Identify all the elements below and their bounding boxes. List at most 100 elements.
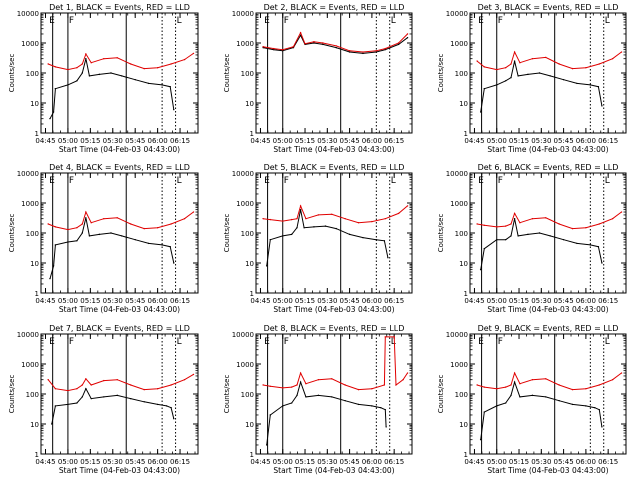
lld-data-point	[85, 53, 87, 55]
events-data-point	[282, 50, 284, 52]
lld-data-point	[90, 384, 92, 386]
lld-data-point	[545, 378, 547, 380]
x-tick-label: 05:15	[295, 458, 315, 466]
lld-data-point	[513, 372, 516, 374]
y-tick-label: 1000	[21, 361, 39, 369]
events-data-point	[496, 405, 498, 407]
mode-marker-label: E	[49, 16, 55, 26]
lld-data-point	[317, 214, 320, 216]
events-data-point	[513, 381, 516, 383]
events-data-point	[130, 397, 132, 400]
events-data-point	[67, 84, 69, 86]
events-data-point	[589, 84, 592, 86]
lld-data-point	[116, 57, 118, 59]
y-tick-label: 10000	[446, 331, 468, 339]
events-data-point	[357, 403, 360, 406]
lld-data-point	[545, 217, 547, 219]
x-tick-label: 06:00	[148, 137, 168, 145]
lld-data-point	[384, 47, 386, 50]
events-data-point	[299, 208, 302, 211]
events-data-point	[538, 72, 541, 74]
x-tick-label: 06:15	[384, 137, 404, 145]
x-axis-label: Start Time (04-Feb-03 04:43:00)	[273, 305, 394, 314]
lld-data-point	[496, 388, 498, 390]
y-tick-label: 10	[30, 260, 39, 268]
mode-marker-label: E	[264, 16, 270, 26]
detector-panel-5: Det 5, BLACK = Events, RED = LLD 1 10 100 10…	[223, 163, 413, 314]
lld-data-point	[305, 383, 307, 385]
mode-marker-label: L	[605, 176, 610, 186]
y-tick-label: 10000	[232, 10, 254, 18]
mode-marker-label: L	[391, 176, 396, 186]
chart-title: Det 7, BLACK = Events, RED = LLD	[49, 324, 190, 333]
y-axis-label: Counts/sec	[223, 375, 231, 414]
events-series-line	[266, 380, 387, 446]
mode-marker-label: E	[49, 176, 55, 186]
chart-title: Det 2, BLACK = Events, RED = LLD	[264, 3, 405, 12]
events-data-point	[538, 232, 541, 234]
lld-data-point	[545, 56, 547, 59]
events-data-point	[54, 405, 57, 407]
lld-data-point	[170, 384, 172, 386]
events-data-point	[305, 396, 307, 398]
chart-title: Det 8, BLACK = Events, RED = LLD	[264, 324, 405, 333]
lld-data-point	[384, 217, 386, 220]
y-tick-label: 10000	[232, 170, 254, 178]
y-tick-label: 1	[464, 130, 468, 138]
x-tick-label: 05:45	[340, 458, 360, 466]
detector-panel-4: Det 4, BLACK = Events, RED = LLD 1 10 100 10…	[8, 163, 199, 314]
events-data-point	[322, 43, 324, 46]
mode-marker-label: L	[391, 337, 396, 347]
y-tick-label: 10000	[17, 10, 39, 18]
lld-data-point	[262, 384, 264, 386]
events-data-point	[519, 396, 521, 398]
events-data-point	[147, 242, 150, 245]
lld-data-point	[90, 62, 92, 64]
mode-marker-label: L	[391, 16, 396, 26]
x-tick-label: 04:45	[250, 137, 270, 145]
x-tick-label: 06:00	[576, 297, 596, 305]
events-data-point	[362, 52, 364, 55]
events-data-point	[54, 87, 57, 90]
lld-data-point	[116, 217, 118, 219]
events-data-point	[597, 85, 600, 88]
lld-data-point	[76, 67, 78, 69]
events-data-point	[170, 406, 172, 409]
lld-data-point	[371, 388, 373, 390]
lld-data-point	[504, 386, 507, 388]
lld-data-point	[262, 217, 264, 220]
events-data-point	[479, 268, 482, 271]
lld-data-point	[344, 384, 346, 386]
events-data-point	[324, 225, 327, 227]
events-series-line	[49, 58, 175, 119]
events-data-point	[67, 403, 69, 406]
x-tick-label: 05:15	[509, 458, 529, 466]
events-data-point	[504, 238, 507, 241]
lld-data-point	[290, 386, 293, 388]
x-tick-label: 06:15	[598, 137, 618, 145]
y-tick-label: 10000	[17, 170, 39, 178]
y-axis-label: Counts/sec	[8, 54, 16, 93]
x-tick-label: 05:15	[509, 137, 529, 145]
mode-marker-label: F	[284, 176, 289, 186]
x-tick-label: 05:00	[273, 137, 293, 145]
x-tick-label: 05:00	[58, 297, 78, 305]
lld-data-point	[282, 387, 284, 389]
events-data-point	[549, 75, 551, 77]
lld-data-point	[519, 222, 521, 224]
lld-data-point	[47, 378, 49, 381]
events-data-point	[156, 403, 159, 406]
lld-data-point	[519, 383, 521, 385]
events-data-point	[496, 238, 498, 241]
lld-data-point	[67, 228, 69, 231]
x-tick-label: 05:45	[554, 458, 574, 466]
mode-marker-label: F	[498, 176, 503, 186]
y-axis-label: Counts/sec	[8, 375, 16, 414]
x-tick-label: 06:00	[148, 458, 168, 466]
y-tick-label: 1000	[450, 200, 468, 208]
chart-title: Det 3, BLACK = Events, RED = LLD	[478, 3, 619, 12]
x-tick-label: 05:15	[295, 137, 315, 145]
lld-data-point	[406, 33, 409, 35]
events-data-point	[88, 75, 91, 77]
lld-data-point	[103, 379, 105, 382]
